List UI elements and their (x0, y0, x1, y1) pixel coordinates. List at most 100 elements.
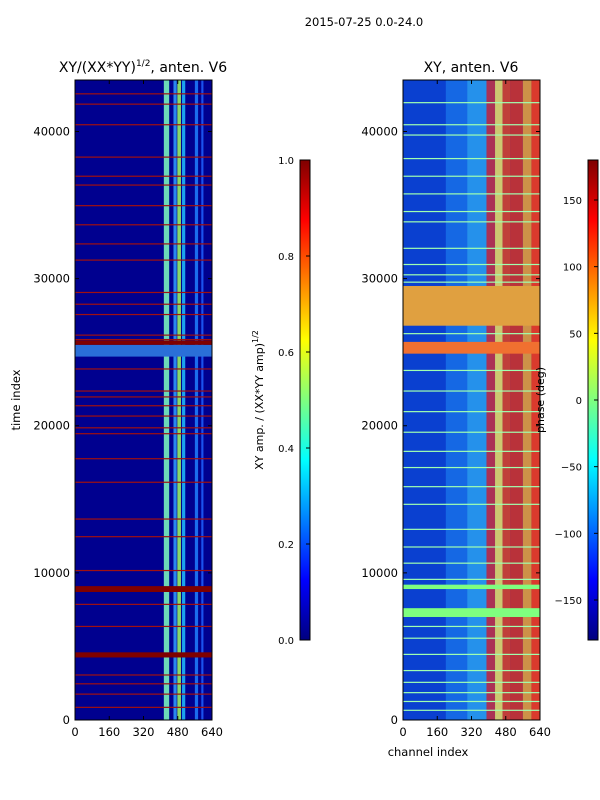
horizontal-band-0 (403, 285, 540, 326)
flag-line-31 (403, 700, 540, 703)
horizontal-band-1 (403, 341, 540, 354)
heatmap-background (75, 80, 212, 720)
ytick-label: 0 (391, 713, 398, 727)
phase-heatmap (403, 80, 540, 720)
flag-line-8 (403, 247, 540, 249)
flag-line-20 (403, 503, 540, 505)
flag-line-15 (403, 411, 540, 413)
ytick-label: 0 (63, 713, 70, 727)
vertical-band-2 (177, 80, 181, 720)
xtick-label: 160 (98, 725, 120, 739)
amplitude-colorbar-label: XY amp. / (XX*YY amp)1/2 (251, 330, 266, 470)
flag-line-16 (403, 431, 540, 433)
flag-line-7 (403, 221, 540, 223)
flag-line-8 (75, 243, 212, 245)
ytick-label: 40000 (33, 124, 70, 138)
vertical-band-0 (445, 80, 468, 720)
flag-line-31 (75, 693, 212, 695)
colorbar-tick-label: 100 (563, 263, 582, 274)
flag-line-14 (403, 390, 540, 392)
vertical-band-6 (522, 80, 532, 720)
vertical-band-5 (510, 80, 523, 720)
colorbar-tick-label: 0.4 (278, 444, 294, 455)
xtick-label: 0 (71, 725, 78, 739)
flag-line-3 (403, 157, 540, 160)
amplitude-axes: 0 160 320 480 640 0 10000 20000 30000 40000 (33, 80, 223, 739)
flag-line-10 (75, 291, 212, 294)
flag-line-9 (403, 263, 540, 266)
figure-suptitle: 2015-07-25 0.0-24.0 (305, 15, 424, 29)
flag-line-10 (403, 274, 540, 276)
xtick-label: 320 (461, 725, 483, 739)
xtick-label: 160 (426, 725, 448, 739)
phase-xlabel: channel index (388, 745, 469, 759)
ytick-label: 10000 (361, 566, 398, 580)
flag-line-29 (403, 681, 540, 683)
flag-line-13 (75, 334, 212, 336)
flag-line-18 (403, 466, 540, 469)
flag-line-6 (403, 210, 540, 213)
colorbar-tick-label: −150 (555, 596, 582, 607)
flag-line-27 (75, 603, 212, 605)
flag-line-27 (403, 653, 540, 655)
colorbar-tick-label: −100 (555, 529, 582, 540)
amplitude-heatmap (75, 80, 212, 720)
ytick-label: 10000 (33, 566, 70, 580)
flag-line-5 (75, 184, 212, 186)
flag-line-12 (403, 333, 540, 335)
xtick-label: 480 (167, 725, 189, 739)
flag-line-12 (75, 313, 212, 316)
vertical-band-4 (194, 80, 199, 720)
horizontal-band-2 (75, 344, 212, 357)
vertical-band-2 (486, 80, 496, 720)
colorbar-tick-label: 0.0 (278, 636, 294, 647)
ytick-label: 30000 (361, 272, 398, 286)
phase-colorbar-label: phase (deg) (534, 367, 547, 433)
flag-line-17 (75, 396, 212, 398)
flag-line-23 (75, 481, 212, 483)
colorbar-tick-label: −50 (561, 463, 582, 474)
flag-line-1 (75, 103, 212, 105)
flag-line-29 (75, 674, 212, 676)
xtick-label: 0 (399, 725, 406, 739)
flag-line-19 (75, 415, 212, 417)
vertical-band-4 (502, 80, 511, 720)
colorbar-tick-label: 0.2 (278, 540, 294, 551)
phase-title: XY, anten. V6 (424, 60, 519, 76)
colorbar-tick-label: 1.0 (278, 156, 294, 167)
flag-line-26 (403, 637, 540, 639)
amplitude-title: XY/(XX*YY)1/2, anten. V6 (59, 59, 227, 76)
xtick-label: 640 (529, 725, 551, 739)
flag-line-2 (75, 124, 212, 126)
flag-line-18 (75, 405, 212, 407)
flag-line-9 (75, 259, 212, 261)
flag-line-1 (403, 124, 540, 126)
vertical-band-1 (173, 80, 177, 720)
flag-line-0 (75, 93, 212, 95)
flag-line-24 (403, 578, 540, 580)
colorbar-tick-label: 0.8 (278, 252, 294, 263)
flag-line-17 (403, 450, 540, 452)
xtick-label: 640 (201, 725, 223, 739)
flag-line-26 (75, 569, 212, 572)
xtick-label: 320 (133, 725, 155, 739)
vertical-band-7 (531, 80, 540, 720)
phase-panel: XY, anten. V6 0 160 320 480 640 0 10000 20000 30… (361, 60, 599, 759)
vertical-band-1 (467, 80, 487, 720)
amplitude-ylabel: time index (9, 369, 23, 430)
flag-line-25 (75, 536, 212, 538)
flag-line-28 (75, 625, 212, 628)
flag-line-23 (403, 562, 540, 564)
flag-line-2 (403, 134, 540, 136)
flag-line-21 (75, 433, 212, 435)
xtick-label: 480 (495, 725, 517, 739)
amplitude-panel: XY/(XX*YY)1/2, anten. V6 0 160 320 480 640 0 1… (9, 59, 311, 739)
colorbar-tick-label: 0.6 (278, 348, 294, 359)
flag-line-13 (403, 369, 540, 372)
flag-line-4 (75, 175, 212, 177)
flag-line-22 (403, 546, 540, 548)
horizontal-band-3 (75, 340, 212, 345)
flag-line-6 (75, 205, 212, 207)
ytick-label: 20000 (361, 419, 398, 433)
horizontal-band-0 (75, 586, 212, 592)
